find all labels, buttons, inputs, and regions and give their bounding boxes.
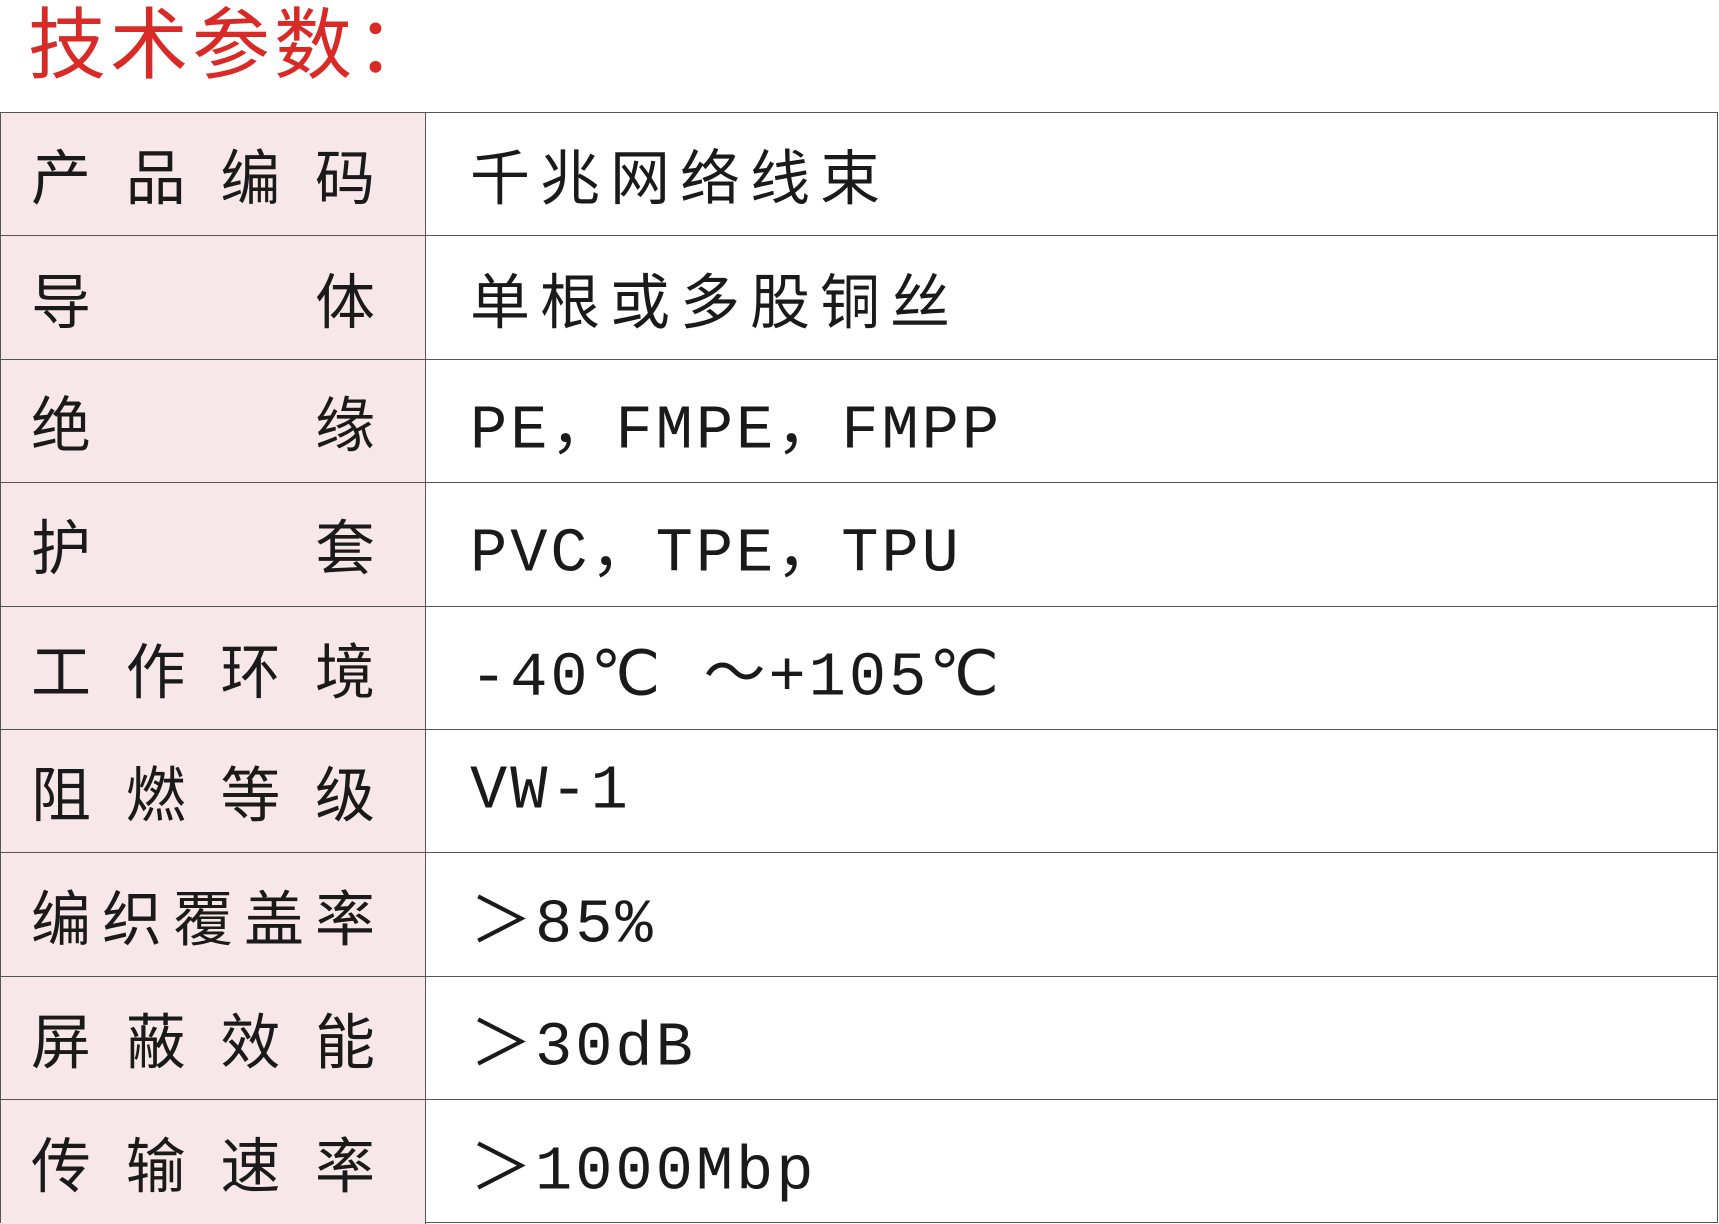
spec-label-cell: 传输速率: [1, 1100, 426, 1224]
table-row: 屏蔽效能 ＞30dB: [1, 976, 1717, 1101]
spec-label: 工作环境: [31, 638, 375, 709]
spec-label: 产品编码: [31, 144, 375, 215]
spec-value: ＞85%: [470, 889, 656, 961]
spec-value: PE，FMPE，FMPP: [470, 395, 1003, 467]
spec-value: VW-1: [470, 755, 631, 827]
spec-label-cell: 产品编码: [1, 113, 426, 236]
spec-value: ＞30dB: [470, 1012, 696, 1084]
spec-label: 编织覆盖率: [31, 885, 375, 956]
spec-value: -40℃ ～+105℃: [470, 642, 1002, 714]
table-row: 阻燃等级 VW-1: [1, 730, 1717, 854]
spec-label: 屏蔽效能: [31, 1008, 375, 1079]
spec-label: 阻燃等级: [31, 761, 375, 832]
spec-label: 护套: [31, 514, 375, 585]
spec-value: PVC，TPE，TPU: [470, 518, 962, 590]
section-title: 技术参数：: [28, 1, 439, 91]
table-row: 导体 单根或多股铜丝: [1, 236, 1717, 360]
spec-label: 传输速率: [31, 1132, 375, 1203]
spec-label-cell: 编织覆盖率: [1, 853, 426, 976]
spec-label-cell: 工作环境: [1, 606, 426, 729]
table-row: 产品编码 千兆网络线束: [1, 113, 1717, 237]
spec-value: ＞1000Mbp: [470, 1136, 817, 1208]
spec-value: 单根或多股铜丝: [470, 268, 960, 339]
spec-label: 绝缘: [31, 391, 375, 462]
table-row: 工作环境 -40℃ ～+105℃: [1, 606, 1717, 730]
spec-label-cell: 导体: [1, 236, 426, 359]
table-row: 绝缘 PE，FMPE，FMPP: [1, 359, 1717, 484]
spec-label-cell: 屏蔽效能: [1, 976, 426, 1100]
table-row: 编织覆盖率 ＞85%: [1, 853, 1717, 977]
table-row: 护套 PVC，TPE，TPU: [1, 483, 1717, 607]
spec-label: 导体: [31, 268, 375, 339]
spec-label-cell: 阻燃等级: [1, 730, 426, 853]
spec-table: 产品编码 千兆网络线束导体 单根或多股铜丝绝缘 PE，FMPE，FMPP 护套 PVC，T…: [0, 112, 1718, 1224]
table-row: 传输速率 ＞1000Mbp: [1, 1100, 1717, 1224]
spec-label-cell: 护套: [1, 483, 426, 606]
spec-label-cell: 绝缘: [1, 359, 426, 483]
spec-value: 千兆网络线束: [470, 144, 890, 215]
